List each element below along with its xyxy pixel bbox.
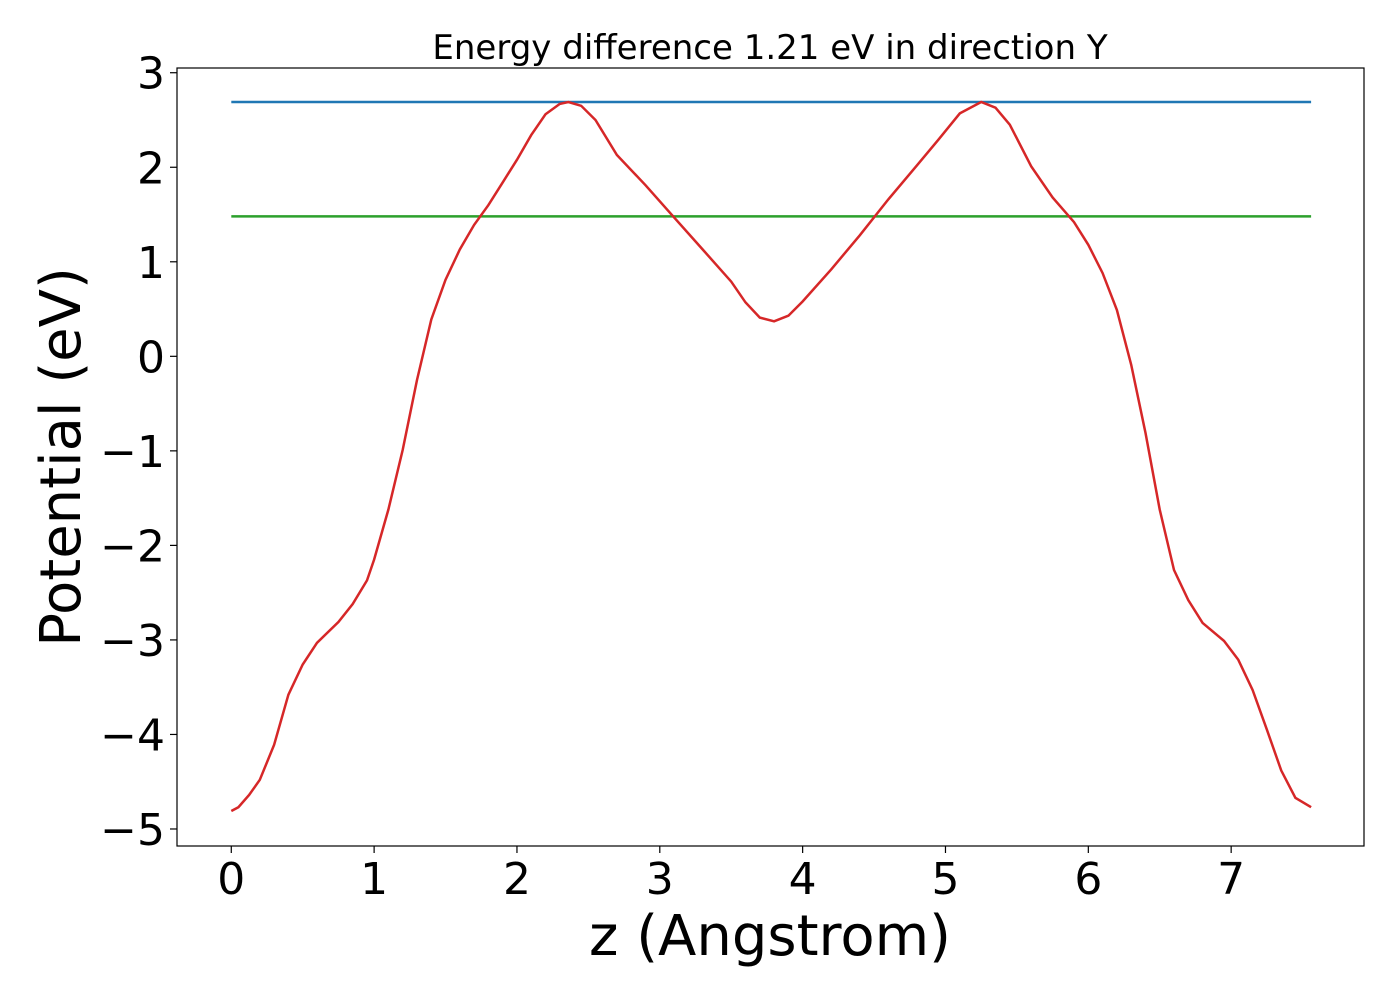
y-tick-label: −1: [100, 427, 165, 478]
y-tick-label: −5: [100, 805, 165, 856]
x-tick-label: 2: [503, 854, 531, 905]
x-tick-label: 0: [217, 854, 245, 905]
plot-frame: [176, 67, 1365, 847]
y-tick-label: −4: [100, 710, 165, 761]
y-tick-label: 0: [137, 332, 165, 383]
y-axis-label: Potential (eV): [29, 267, 94, 647]
x-tick-label: 4: [789, 854, 817, 905]
x-axis-label: z (Angstrom): [589, 904, 951, 969]
x-tick-label: 1: [360, 854, 388, 905]
y-tick-label: 2: [137, 143, 165, 194]
x-tick-label: 3: [646, 854, 674, 905]
x-tick-label: 5: [931, 854, 959, 905]
y-tick-label: −2: [100, 521, 165, 572]
x-tick-label: 6: [1074, 854, 1102, 905]
y-tick-label: −3: [100, 616, 165, 667]
y-tick-label: 3: [137, 49, 165, 100]
chart-title: Energy difference 1.21 eV in direction Y: [432, 28, 1107, 68]
line-series: [230, 100, 1312, 813]
y-tick-label: 1: [137, 238, 165, 289]
x-tick-label: 7: [1217, 854, 1245, 905]
